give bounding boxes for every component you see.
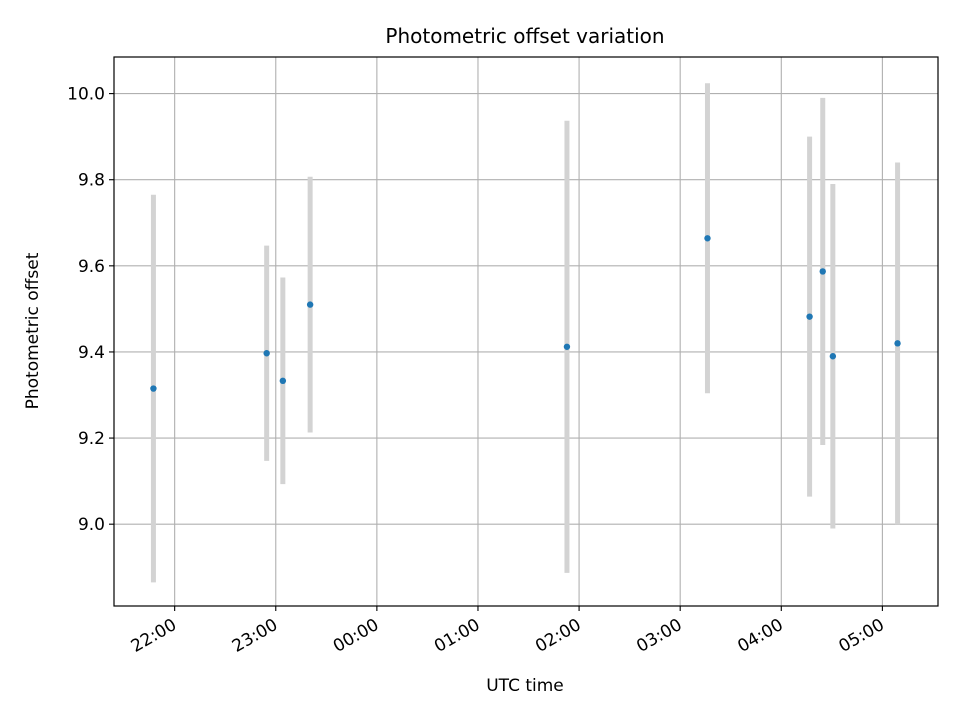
- y-tick-label: 9.4: [78, 343, 105, 363]
- data-point: [306, 301, 314, 308]
- data-point: [819, 268, 826, 275]
- data-point: [279, 377, 287, 385]
- data-point: [829, 353, 837, 360]
- y-tick-label: 9.8: [78, 171, 105, 191]
- y-tick-label: 9.0: [78, 515, 105, 535]
- data-points: [150, 235, 901, 392]
- plot-frame: [113, 56, 939, 607]
- grid: [114, 57, 938, 606]
- y-axis-label: Photometric offset: [23, 252, 43, 409]
- y-tick-label: 9.2: [78, 429, 105, 449]
- data-point: [704, 235, 711, 242]
- data-point: [150, 385, 157, 392]
- data-point: [894, 340, 901, 347]
- data-point: [806, 313, 813, 320]
- data-point: [563, 343, 571, 350]
- chart-title: Photometric offset variation: [385, 24, 664, 48]
- y-tick-label: 9.6: [78, 257, 105, 277]
- data-point: [263, 350, 270, 357]
- y-tick-label: 10.0: [67, 85, 105, 105]
- x-axis-label: UTC time: [486, 676, 564, 696]
